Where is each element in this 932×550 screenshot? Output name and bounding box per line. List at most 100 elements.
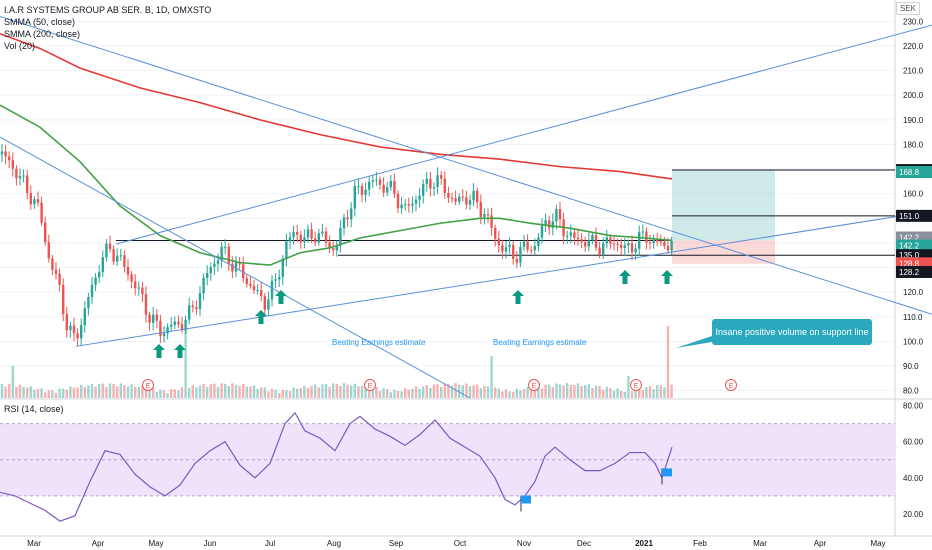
candle <box>436 175 439 188</box>
candle <box>98 272 101 278</box>
candle <box>234 262 238 272</box>
candle <box>195 307 198 310</box>
earnings-marker <box>142 379 154 391</box>
rsi-legend[interactable]: RSI (14, close) <box>4 404 64 414</box>
volume-bar <box>177 390 180 398</box>
candle <box>72 325 76 334</box>
candle <box>8 156 11 161</box>
candle <box>328 242 331 249</box>
horizontal-levels <box>116 169 895 256</box>
volume-bar <box>515 388 518 398</box>
candle <box>335 245 338 251</box>
volume-bar <box>429 387 432 398</box>
volume-bar <box>519 390 522 398</box>
volume-bar <box>285 390 288 398</box>
price-label: 135.0 <box>899 251 920 260</box>
candle <box>69 325 72 331</box>
price-tick-label: 210.0 <box>903 67 924 76</box>
volume-bar <box>18 384 22 398</box>
time-tick-label: Mar <box>753 539 767 548</box>
smma50-legend[interactable]: SMMA (50, close) <box>4 17 76 27</box>
support-arrow <box>255 310 267 324</box>
price-tick-label: 90.0 <box>903 362 919 371</box>
volume-bar <box>350 385 353 398</box>
candle <box>414 199 418 204</box>
volume-bar <box>393 389 396 398</box>
price-label: 142.2 <box>899 234 920 243</box>
candle <box>630 243 634 253</box>
candle <box>180 324 184 330</box>
candle <box>198 293 202 310</box>
volume-bar <box>508 391 511 398</box>
volume-bar <box>612 390 616 398</box>
support-arrow <box>619 270 631 284</box>
candle <box>90 284 94 298</box>
volume-bar <box>188 387 191 398</box>
volume-bar <box>461 385 464 398</box>
symbol-title[interactable]: I.A.R SYSTEMS GROUP AB SER. B, 1D, OMXST… <box>4 5 212 15</box>
volume-bar <box>382 388 385 398</box>
candle <box>432 187 436 189</box>
volume-bar <box>220 383 223 398</box>
volume-bar <box>652 389 655 398</box>
candle <box>616 244 619 246</box>
volume-bar <box>339 385 342 398</box>
smma200-legend[interactable]: SMMA (200, close) <box>4 29 81 39</box>
volume-bar <box>666 326 670 398</box>
candle <box>666 245 670 251</box>
volume-bar <box>407 389 410 398</box>
candle <box>429 178 432 189</box>
candle <box>479 202 482 217</box>
time-tick-label: Apr <box>814 539 827 548</box>
volume-bar <box>202 384 205 398</box>
rsi-pane <box>0 411 895 522</box>
volume-bar <box>548 384 551 398</box>
candle <box>155 314 158 321</box>
volume-bar <box>328 386 331 398</box>
price-tick-label: 160.0 <box>903 190 924 199</box>
volume-bar <box>234 384 238 398</box>
candle <box>62 284 65 315</box>
candle <box>332 248 335 251</box>
candle <box>591 235 594 241</box>
earnings-marker <box>528 379 540 391</box>
candle <box>486 214 490 216</box>
candle <box>609 237 612 244</box>
volume-bar <box>609 388 612 398</box>
volume-bar <box>573 384 576 398</box>
price-tick-label: 80.0 <box>903 387 919 396</box>
volume-bar <box>357 386 360 398</box>
price-tick-label: 230.0 <box>903 17 924 26</box>
candle <box>216 260 220 264</box>
candle <box>126 266 130 275</box>
candle <box>152 314 155 323</box>
candle <box>119 255 122 257</box>
candle <box>573 232 576 238</box>
candle <box>324 231 328 243</box>
candle <box>530 249 533 251</box>
volume-bar <box>522 389 526 398</box>
volume-bar <box>51 390 54 398</box>
price-label-box <box>896 209 932 222</box>
candle <box>566 235 569 237</box>
price-label: 142.2 <box>899 242 920 251</box>
volume-legend[interactable]: Vol (20) <box>4 41 36 51</box>
volume-bar <box>40 388 43 398</box>
price-tick-label: 100.0 <box>903 337 924 346</box>
candle <box>580 239 583 243</box>
candle <box>522 241 526 247</box>
candle <box>281 258 284 278</box>
volume-bar <box>580 386 583 398</box>
volume-bar <box>317 387 320 398</box>
candle <box>270 280 274 300</box>
currency-badge[interactable]: SEK <box>895 2 920 15</box>
candle <box>18 175 22 179</box>
candle <box>22 175 25 177</box>
volume-bar <box>458 384 461 398</box>
volume-bar <box>4 386 7 398</box>
candle <box>51 258 54 270</box>
volume-bar <box>148 388 151 398</box>
candle <box>209 266 212 274</box>
candle <box>321 231 324 234</box>
candle <box>443 178 446 194</box>
